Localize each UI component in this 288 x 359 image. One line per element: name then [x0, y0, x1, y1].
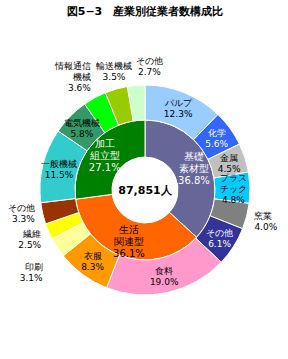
slice-name-line: パルプ	[164, 98, 193, 108]
slice-value: 3.6%	[68, 83, 91, 93]
slice-name-line: チック	[220, 184, 247, 194]
slice-name-line: 組立型	[89, 150, 120, 161]
slice-name-line: 食料	[155, 266, 173, 276]
slice-name-line: 生活	[119, 224, 139, 235]
slice-name: 情報通信機械	[54, 61, 91, 82]
slice-name: 化学	[208, 128, 226, 138]
title: 図5−3 産業別従業者数構成比	[67, 5, 224, 18]
slice-value: 5.6%	[205, 139, 228, 149]
slice-value: 4.0%	[254, 222, 277, 232]
slice-name: 輸送機械	[96, 61, 132, 71]
slice-name-line: 印刷	[25, 262, 43, 272]
slice-name: その他	[136, 56, 163, 66]
slice-name: 繊維	[22, 229, 41, 239]
slice-name: その他	[206, 228, 233, 238]
slice-name-line: 基礎	[184, 151, 204, 162]
slice-name-line: 情報通信	[54, 61, 91, 71]
slice-value: 3.5%	[103, 72, 126, 82]
labels: 基礎素材型36.8%パルプ12.3%化学5.6%金属4.5%プラスチック4.8%…	[8, 56, 278, 287]
slice-value: 19.0%	[150, 277, 179, 287]
slice-name: プラスチック	[220, 173, 247, 194]
slice-value: 4.8%	[222, 195, 245, 205]
slice-name: 窯業	[254, 211, 272, 221]
slice-value: 8.3%	[81, 262, 104, 272]
slice-name: 衣服	[84, 251, 102, 261]
slice-name: 金属	[220, 153, 238, 163]
slice-name: 生活関連型	[114, 224, 144, 247]
slices	[40, 85, 250, 295]
slice-name-line: 繊維	[22, 229, 41, 239]
center-label: 87,851人	[118, 184, 172, 197]
slice-name-line: その他	[136, 56, 163, 66]
slice-name-line: 輸送機械	[96, 61, 132, 71]
slice-name: その他	[8, 203, 35, 213]
slice-name-line: 一般機械	[41, 159, 77, 169]
item-slice	[127, 85, 145, 121]
slice-name-line: 素材型	[179, 163, 209, 174]
slice-name: 基礎素材型	[179, 151, 209, 174]
slice-name-line: 衣服	[84, 251, 102, 261]
slice-name: 一般機械	[41, 159, 77, 169]
slice-name: パルプ	[164, 98, 193, 108]
slice-value: 27.1%	[89, 162, 121, 173]
slice-value: 5.8%	[70, 129, 93, 139]
slice-name: 印刷	[25, 262, 43, 272]
slice-name-line: 電気機械	[64, 118, 100, 128]
chart: 図5−3 産業別従業者数構成比基礎素材型36.8% パルプ12.3% 化学5.6% 金…	[0, 0, 288, 359]
slice-name-line: その他	[8, 203, 35, 213]
slice-name-line: 化学	[208, 128, 226, 138]
slice-name: 食料	[155, 266, 173, 276]
slice-name-line: プラス	[220, 173, 247, 183]
slice-value: 12.3%	[164, 109, 193, 119]
slice-value: 6.1%	[208, 239, 231, 249]
slice-value: 3.3%	[12, 214, 35, 224]
slice-value: 3.1%	[20, 273, 43, 283]
slice-name-line: 機械	[73, 72, 91, 82]
center-hole	[112, 157, 178, 223]
slice-value: 2.7%	[138, 67, 161, 77]
slice-name: 加工組立型	[89, 138, 120, 161]
slice-name-line: その他	[206, 228, 233, 238]
slice-value: 36.1%	[113, 248, 145, 259]
slice-name-line: 関連型	[114, 236, 144, 247]
slice-value: 36.8%	[178, 175, 210, 186]
slice-value: 11.5%	[45, 170, 74, 180]
slice-name: 電気機械	[64, 118, 100, 128]
slice-value: 2.5%	[18, 240, 41, 250]
slice-name-line: 加工	[95, 138, 115, 149]
slice-name-line: 窯業	[254, 211, 272, 221]
slice-name-line: 金属	[220, 153, 238, 163]
